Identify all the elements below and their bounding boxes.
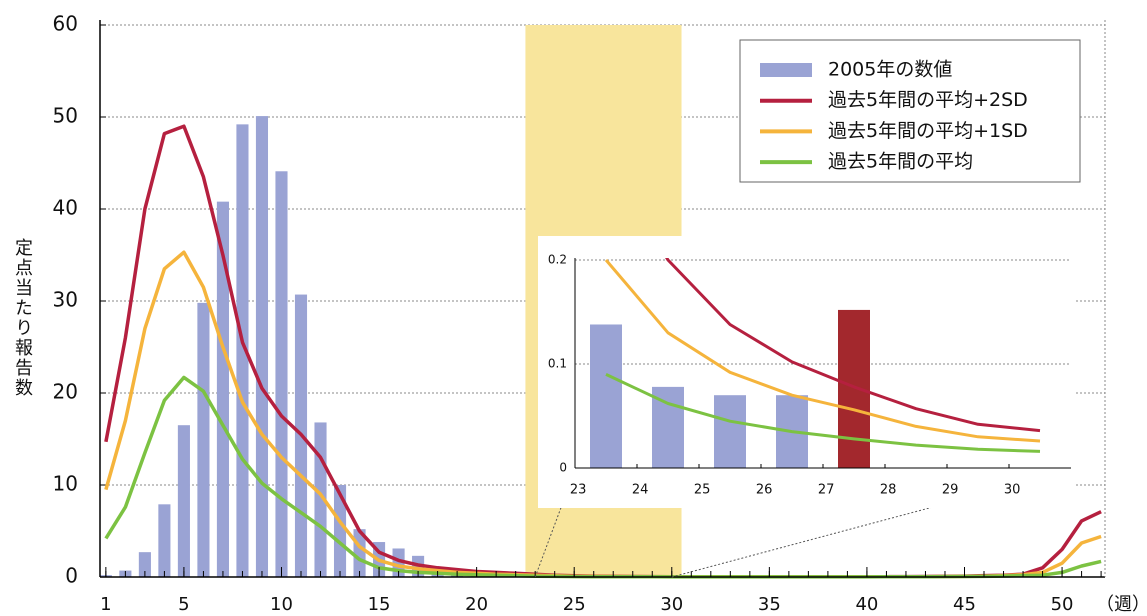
y-tick-label: 20	[53, 380, 78, 404]
bar	[333, 485, 347, 577]
bar	[275, 171, 288, 577]
inset-x-tick-label: 26	[756, 483, 773, 498]
bar	[138, 552, 151, 577]
legend-label: 過去5年間の平均	[828, 151, 973, 173]
inset-bar	[652, 386, 684, 468]
x-tick-label: 20	[465, 594, 488, 615]
inset-plot	[590, 258, 1041, 468]
y-tick-label: 10	[53, 472, 78, 496]
y-tick-label: 40	[53, 196, 78, 220]
inset-x-tick-label: 24	[632, 483, 649, 498]
inset-x-tick-label: 29	[942, 483, 959, 498]
x-tick-label: 50	[1051, 594, 1074, 615]
y-tick-label: 30	[53, 288, 78, 312]
x-tick-label: 45	[953, 594, 976, 615]
inset-x-tick-label: 25	[694, 483, 711, 498]
inset-x-tick-label: 23	[570, 483, 587, 498]
inset-x-tick-label: 30	[1004, 483, 1021, 498]
legend-label: 過去5年間の平均+2SD	[828, 89, 1028, 111]
inset-bar	[590, 324, 622, 468]
inset-y-tick-label: 0	[559, 461, 567, 475]
inset-y-tick-label: 0.1	[548, 357, 567, 371]
x-tick-label: 10	[270, 594, 293, 615]
legend-label: 過去5年間の平均+1SD	[828, 120, 1028, 142]
x-axis-label: （週）	[1096, 594, 1147, 615]
legend-swatch	[760, 63, 812, 77]
x-tick-label: 1	[100, 594, 111, 615]
y-tick-label: 0	[65, 564, 78, 588]
inset-bar	[714, 395, 746, 468]
inset-x-tick-label: 28	[880, 483, 897, 498]
connector	[534, 469, 576, 578]
y-tick-label: 60	[53, 12, 78, 36]
bar	[158, 504, 171, 577]
bar	[255, 116, 269, 577]
bar	[197, 302, 210, 577]
x-tick-label: 30	[660, 594, 683, 615]
x-tick-label: 25	[563, 594, 586, 615]
x-tick-label: 15	[368, 594, 391, 615]
inset-line	[604, 259, 1041, 443]
inset-line	[665, 258, 1041, 433]
inset-x-tick-label: 27	[818, 483, 835, 498]
x-tick-label: 40	[855, 594, 878, 615]
y-tick-label: 50	[53, 104, 78, 128]
y-axis-label: 定点当たり報告数	[12, 238, 33, 398]
bar	[177, 425, 190, 577]
x-tick-label: 5	[178, 594, 189, 615]
x-tick-label: 35	[758, 594, 781, 615]
bar	[216, 201, 229, 577]
inset-line	[605, 373, 1041, 453]
inset-y-tick-label: 0.2	[548, 253, 567, 267]
legend-label: 2005年の数値	[828, 59, 952, 81]
inset-bar	[838, 309, 870, 468]
